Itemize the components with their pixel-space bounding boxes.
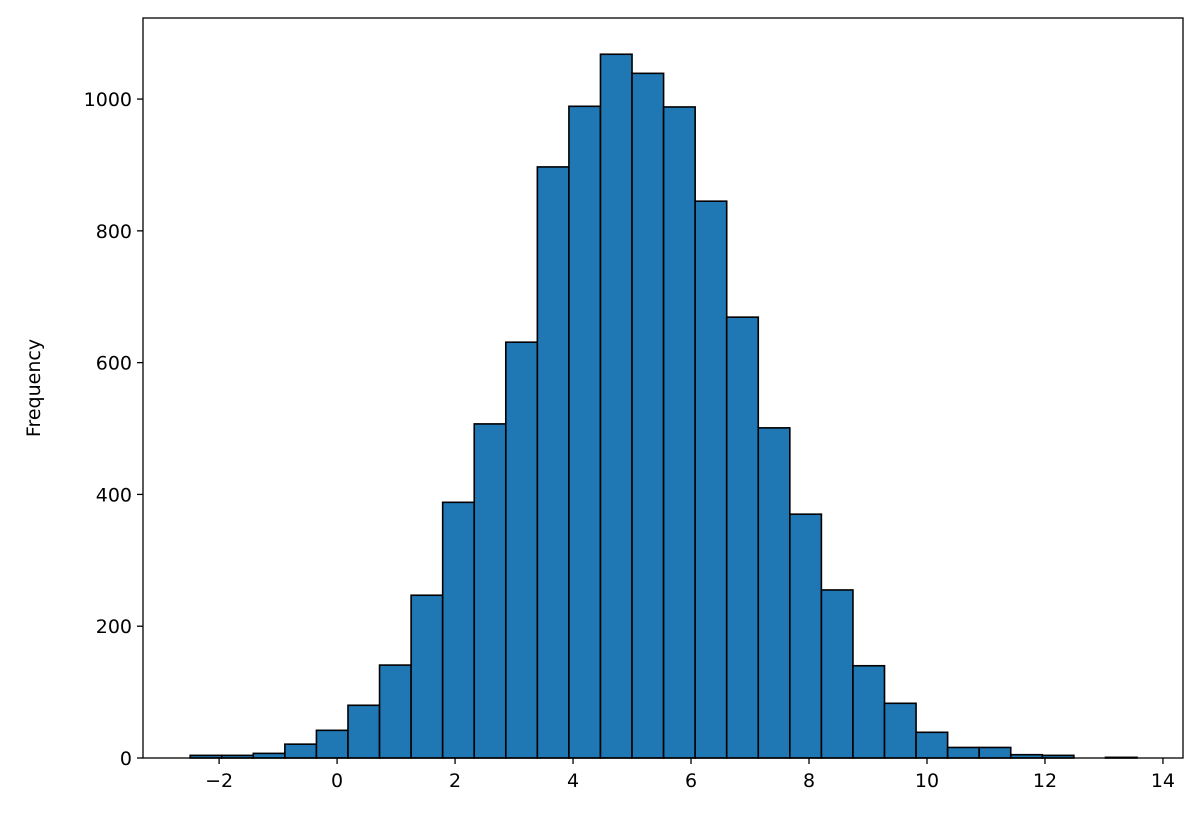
y-axis-label: Frequency bbox=[23, 339, 45, 437]
bar bbox=[820, 589, 854, 759]
bar bbox=[631, 72, 665, 759]
bar bbox=[410, 594, 444, 759]
y-tick-label: 1000 bbox=[84, 89, 132, 111]
x-tick-label: 8 bbox=[803, 770, 815, 792]
x-tick-label: −2 bbox=[205, 770, 233, 792]
y-tick-label: 800 bbox=[96, 221, 132, 243]
bar bbox=[441, 501, 476, 759]
x-tick-label: 14 bbox=[1151, 770, 1175, 792]
bar bbox=[504, 341, 539, 759]
bar bbox=[725, 316, 760, 759]
y-tick-label: 400 bbox=[96, 484, 132, 506]
bar bbox=[284, 743, 318, 759]
bar bbox=[568, 105, 602, 759]
x-tick-label: 10 bbox=[915, 770, 939, 792]
y-tick-label: 0 bbox=[120, 748, 132, 770]
bar bbox=[915, 731, 949, 759]
plot-frame bbox=[142, 17, 1184, 759]
x-tick-label: 4 bbox=[567, 770, 579, 792]
bar bbox=[378, 664, 412, 759]
bar bbox=[883, 702, 917, 759]
x-tick-label: 6 bbox=[685, 770, 697, 792]
bar bbox=[662, 106, 696, 759]
bar bbox=[789, 513, 823, 759]
bar bbox=[694, 200, 728, 759]
bar bbox=[347, 704, 381, 759]
x-tick-label: 12 bbox=[1033, 770, 1057, 792]
x-tick-label: 0 bbox=[331, 770, 343, 792]
bar bbox=[252, 752, 286, 759]
bar bbox=[757, 427, 791, 759]
bar bbox=[536, 166, 570, 759]
y-tick-label: 600 bbox=[96, 353, 132, 375]
bar bbox=[852, 664, 886, 759]
bar bbox=[946, 746, 980, 759]
bar bbox=[315, 729, 349, 759]
x-tick-label: 2 bbox=[449, 770, 461, 792]
bar bbox=[599, 53, 633, 759]
bar bbox=[473, 423, 507, 759]
bar bbox=[978, 746, 1012, 759]
y-tick-label: 200 bbox=[96, 616, 132, 638]
